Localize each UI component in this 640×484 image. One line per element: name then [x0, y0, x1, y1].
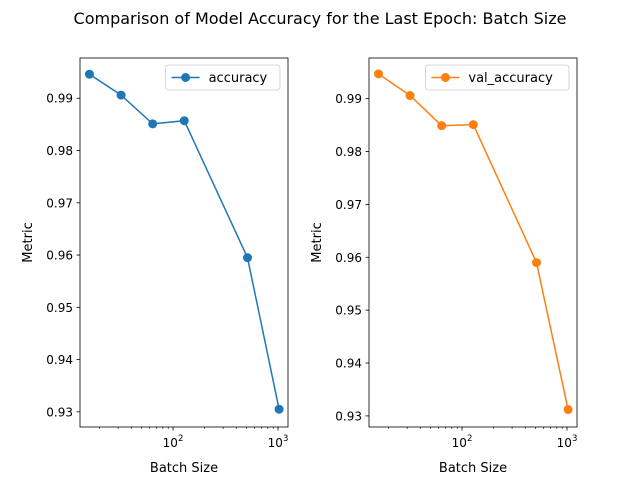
data-point — [84, 69, 94, 79]
x-tick-label: 102 — [163, 434, 184, 450]
data-point — [563, 405, 573, 415]
data-point — [437, 121, 447, 131]
subplot-1: 0.93 0.94 0.95 0.96 0.97 0.98 0.99 102 103 Batch … — [21, 57, 289, 476]
y-tick-label: 0.97 — [335, 198, 362, 212]
y-tick-label: 0.96 — [335, 251, 362, 265]
legend-marker — [440, 73, 450, 82]
y-tick-label: 0.93 — [46, 405, 73, 419]
data-point — [405, 91, 415, 101]
legend: val_accuracy — [424, 64, 570, 91]
y-tick-label: 0.99 — [46, 92, 73, 106]
legend: accuracy — [165, 64, 281, 91]
legend-label: accuracy — [209, 71, 268, 86]
y-tick-label: 0.98 — [335, 145, 362, 159]
data-point — [242, 253, 252, 263]
series-line-accuracy — [89, 73, 280, 410]
legend-box — [424, 64, 570, 91]
y-axis-label: Metric — [310, 222, 325, 262]
x-tick-label: 103 — [557, 434, 578, 450]
x-axis-label: Batch Size — [439, 461, 507, 476]
data-point — [274, 404, 284, 414]
subplot-2: 0.93 0.94 0.95 0.96 0.97 0.98 0.99 102 103 Batch … — [310, 57, 578, 476]
axes-frame — [79, 57, 289, 428]
y-axis-label: Metric — [21, 222, 36, 262]
x-axis-label: Batch Size — [150, 461, 218, 476]
y-tick-label: 0.94 — [335, 357, 362, 371]
y-tick-label: 0.93 — [335, 409, 362, 423]
y-tick-label: 0.99 — [335, 92, 362, 106]
y-tick-label: 0.95 — [335, 304, 362, 318]
data-point — [468, 120, 478, 130]
x-tick-label: 103 — [268, 434, 289, 450]
y-tick-label: 0.95 — [46, 301, 73, 315]
x-tick-label: 102 — [452, 434, 473, 450]
y-tick-label: 0.96 — [46, 249, 73, 263]
y-tick-label: 0.97 — [46, 196, 73, 210]
data-point — [148, 119, 158, 129]
series-line-val_accuracy — [378, 73, 569, 410]
data-point — [531, 258, 541, 268]
data-point — [116, 90, 126, 100]
legend-label: val_accuracy — [468, 71, 553, 86]
figure-title: Comparison of Model Accuracy for the Las… — [74, 9, 567, 28]
data-point — [373, 69, 383, 79]
data-point — [179, 116, 189, 126]
axes-frame — [368, 57, 578, 428]
legend-box — [165, 64, 281, 91]
y-tick-label: 0.98 — [46, 144, 73, 158]
y-tick-label: 0.94 — [46, 353, 73, 367]
legend-marker — [181, 73, 191, 82]
